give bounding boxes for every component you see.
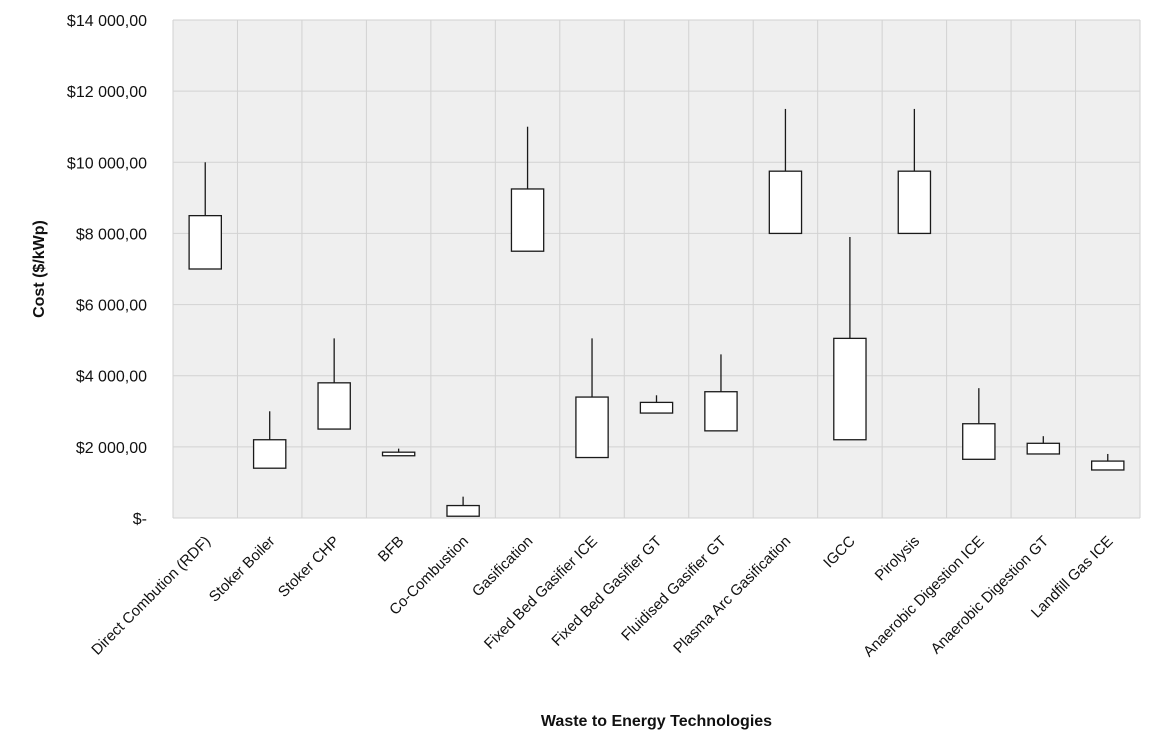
range-box xyxy=(962,423,996,460)
range-box xyxy=(446,504,480,517)
x-tick-label: Stoker CHP xyxy=(275,533,343,601)
range-box xyxy=(704,391,738,432)
horizontal-gridlines xyxy=(173,19,1140,519)
y-tick-label: $6 000,00 xyxy=(76,298,147,315)
range-box xyxy=(510,188,545,252)
range-box xyxy=(897,170,932,235)
x-tick-label: Fixed Bed Gasifier ICE xyxy=(481,533,601,653)
x-tick-label: IGCC xyxy=(820,533,859,572)
x-tick-label: BFB xyxy=(375,533,408,566)
x-axis-tick-labels: Direct Combution (RDF)Stoker BoilerStoke… xyxy=(88,533,1116,661)
cost-range-marks xyxy=(188,108,1125,517)
y-tick-label: $10 000,00 xyxy=(67,155,147,172)
vertical-gridlines xyxy=(172,20,1141,518)
y-tick-label: $2 000,00 xyxy=(76,440,147,457)
x-axis-title: Waste to Energy Technologies xyxy=(541,713,772,730)
range-box xyxy=(833,337,867,441)
y-tick-label: $8 000,00 xyxy=(76,226,147,243)
x-tick-label: Fixed Bed Gasifier GT xyxy=(548,533,665,650)
y-tick-label: $12 000,00 xyxy=(67,84,147,101)
x-tick-label: Anaerobic Digestion GT xyxy=(928,533,1053,658)
x-tick-label: Stoker Boiler xyxy=(206,533,279,606)
range-box xyxy=(575,396,609,459)
y-tick-label: $14 000,00 xyxy=(67,13,147,30)
x-tick-label: Gasification xyxy=(469,533,536,600)
range-box xyxy=(1091,460,1125,471)
range-box xyxy=(639,401,674,414)
y-axis-title: Cost ($/kWp) xyxy=(31,220,48,318)
range-box xyxy=(188,214,223,270)
x-tick-label: Direct Combution (RDF) xyxy=(88,533,214,659)
y-axis-tick-labels: $- $2 000,00 $4 000,00 $6 000,00 $8 000,00 $1… xyxy=(67,13,147,528)
range-box xyxy=(381,451,416,457)
y-tick-label: $- xyxy=(133,511,147,528)
range-box xyxy=(252,439,287,469)
range-box xyxy=(1026,442,1061,455)
x-tick-label: Anaerobic Digestion ICE xyxy=(860,533,988,661)
x-tick-label: Plasma Arc Gasification xyxy=(670,533,794,657)
x-tick-label: Fluidised Gasifier GT xyxy=(618,533,730,645)
x-tick-label: Pirolysis xyxy=(872,533,924,585)
range-box xyxy=(768,170,803,235)
range-box xyxy=(317,382,351,430)
y-tick-label: $4 000,00 xyxy=(76,369,147,386)
